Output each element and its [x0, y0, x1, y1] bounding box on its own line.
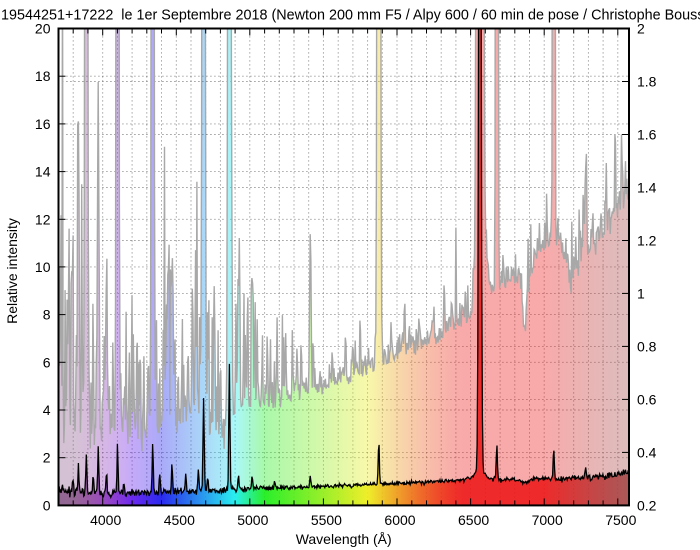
svg-text:16: 16	[35, 116, 51, 132]
svg-text:18: 18	[35, 68, 51, 84]
svg-text:1.8: 1.8	[637, 74, 657, 90]
svg-text:2: 2	[43, 450, 51, 466]
svg-text:0.6: 0.6	[637, 391, 657, 407]
svg-text:1.4: 1.4	[637, 180, 657, 196]
svg-text:12: 12	[35, 211, 51, 227]
svg-text:0.8: 0.8	[637, 338, 657, 354]
svg-text:6: 6	[43, 354, 51, 370]
svg-text:Wavelength (Å): Wavelength (Å)	[296, 531, 392, 547]
svg-text:Relative intensity: Relative intensity	[4, 218, 20, 324]
svg-text:5500: 5500	[311, 512, 342, 528]
svg-text:1.2: 1.2	[637, 233, 657, 249]
svg-text:6000: 6000	[384, 512, 415, 528]
svg-text:6500: 6500	[458, 512, 489, 528]
svg-text:0: 0	[43, 497, 51, 513]
svg-text:J19544251+17222 le 1er Septem: J19544251+17222 le 1er Septembre 2018 (N…	[0, 7, 700, 24]
svg-text:5000: 5000	[237, 512, 268, 528]
svg-text:1.6: 1.6	[637, 127, 657, 143]
svg-text:7000: 7000	[532, 512, 563, 528]
svg-text:4000: 4000	[90, 512, 121, 528]
svg-text:4: 4	[43, 402, 51, 418]
svg-text:1: 1	[637, 285, 645, 301]
svg-text:4500: 4500	[164, 512, 195, 528]
svg-text:20: 20	[35, 21, 51, 37]
svg-text:7500: 7500	[605, 512, 636, 528]
svg-text:0.4: 0.4	[637, 444, 657, 460]
svg-text:14: 14	[35, 164, 51, 180]
svg-text:8: 8	[43, 307, 51, 323]
svg-text:2: 2	[637, 21, 645, 37]
svg-text:10: 10	[35, 259, 51, 275]
svg-text:0.2: 0.2	[637, 497, 657, 513]
